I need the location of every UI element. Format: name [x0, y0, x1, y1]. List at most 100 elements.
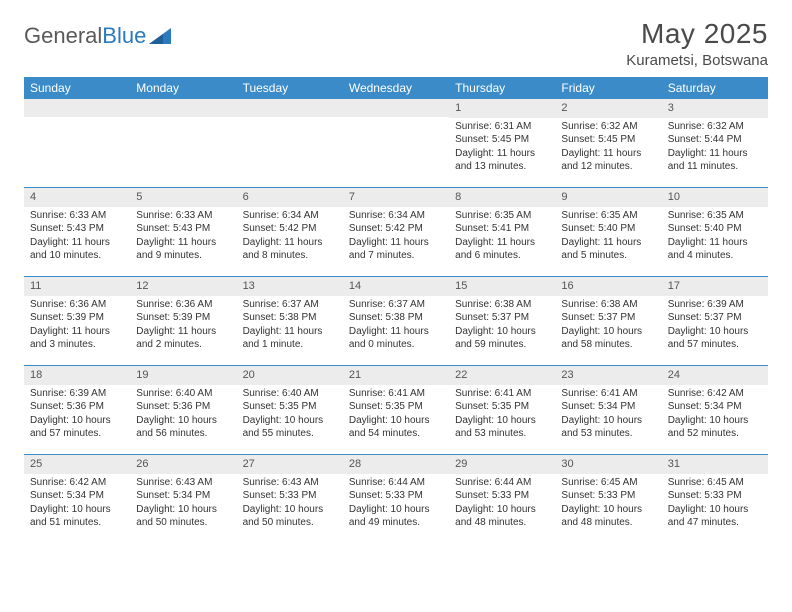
day-number-row — [24, 99, 130, 117]
day-content: Sunrise: 6:34 AMSunset: 5:42 PMDaylight:… — [237, 209, 343, 263]
day-number-row: 24 — [662, 366, 768, 385]
day-number-row: 27 — [237, 455, 343, 474]
calendar-day-cell: 16Sunrise: 6:38 AMSunset: 5:37 PMDayligh… — [555, 277, 661, 365]
day-number-row: 14 — [343, 277, 449, 296]
sunrise-line: Sunrise: 6:41 AM — [455, 387, 549, 401]
daylight-line: Daylight: 10 hours and 58 minutes. — [561, 325, 655, 352]
sunset-line: Sunset: 5:34 PM — [30, 489, 124, 503]
day-content: Sunrise: 6:31 AMSunset: 5:45 PMDaylight:… — [449, 120, 555, 174]
sunset-line: Sunset: 5:34 PM — [668, 400, 762, 414]
day-content — [24, 119, 130, 179]
title-block: May 2025 Kurametsi, Botswana — [626, 18, 768, 69]
calendar-day-cell — [130, 99, 236, 187]
sunrise-line: Sunrise: 6:40 AM — [243, 387, 337, 401]
calendar-day-cell: 6 Sunrise: 6:34 AMSunset: 5:42 PMDaylight… — [237, 188, 343, 276]
sunrise-line: Sunrise: 6:33 AM — [136, 209, 230, 223]
daylight-line: Daylight: 11 hours and 10 minutes. — [30, 236, 124, 263]
calendar-day-cell — [24, 99, 130, 187]
brand-logo: GeneralBlue — [24, 18, 171, 50]
daylight-line: Daylight: 11 hours and 11 minutes. — [668, 147, 762, 174]
day-content: Sunrise: 6:41 AMSunset: 5:35 PMDaylight:… — [449, 387, 555, 441]
daylight-line: Daylight: 10 hours and 54 minutes. — [349, 414, 443, 441]
calendar-day-cell: 7Sunrise: 6:34 AMSunset: 5:42 PMDaylight… — [343, 188, 449, 276]
calendar-day-cell — [237, 99, 343, 187]
sunset-line: Sunset: 5:40 PM — [561, 222, 655, 236]
sunset-line: Sunset: 5:45 PM — [561, 133, 655, 147]
daylight-line: Daylight: 11 hours and 3 minutes. — [30, 325, 124, 352]
calendar-grid: SundayMondayTuesdayWednesdayThursdayFrid… — [24, 77, 768, 543]
calendar-day-cell: 31Sunrise: 6:45 AMSunset: 5:33 PMDayligh… — [662, 455, 768, 543]
weekday-header-cell: Saturday — [662, 77, 768, 99]
calendar-day-cell: 24Sunrise: 6:42 AMSunset: 5:34 PMDayligh… — [662, 366, 768, 454]
sunset-line: Sunset: 5:35 PM — [243, 400, 337, 414]
weekday-header-cell: Thursday — [449, 77, 555, 99]
day-number-row: 18 — [24, 366, 130, 385]
daylight-line: Daylight: 11 hours and 5 minutes. — [561, 236, 655, 263]
month-title: May 2025 — [626, 18, 768, 50]
day-number-row: 25 — [24, 455, 130, 474]
sunset-line: Sunset: 5:38 PM — [349, 311, 443, 325]
day-number-row: 6 — [237, 188, 343, 207]
sunrise-line: Sunrise: 6:45 AM — [561, 476, 655, 490]
calendar-week-row: 11Sunrise: 6:36 AMSunset: 5:39 PMDayligh… — [24, 276, 768, 365]
day-number-row: 17 — [662, 277, 768, 296]
sunset-line: Sunset: 5:37 PM — [668, 311, 762, 325]
sunset-line: Sunset: 5:44 PM — [668, 133, 762, 147]
calendar-week-row: 18Sunrise: 6:39 AMSunset: 5:36 PMDayligh… — [24, 365, 768, 454]
daylight-line: Daylight: 10 hours and 53 minutes. — [455, 414, 549, 441]
calendar-week-row: 1Sunrise: 6:31 AMSunset: 5:45 PMDaylight… — [24, 99, 768, 187]
day-content: Sunrise: 6:33 AMSunset: 5:43 PMDaylight:… — [130, 209, 236, 263]
day-number-row: 1 — [449, 99, 555, 118]
sunrise-line: Sunrise: 6:31 AM — [455, 120, 549, 134]
day-content: Sunrise: 6:32 AMSunset: 5:45 PMDaylight:… — [555, 120, 661, 174]
day-number-row: 21 — [343, 366, 449, 385]
day-number-row: 20 — [237, 366, 343, 385]
day-number-row: 10 — [662, 188, 768, 207]
daylight-line: Daylight: 11 hours and 13 minutes. — [455, 147, 549, 174]
day-number-row: 9 — [555, 188, 661, 207]
daylight-line: Daylight: 10 hours and 59 minutes. — [455, 325, 549, 352]
sunrise-line: Sunrise: 6:35 AM — [455, 209, 549, 223]
daylight-line: Daylight: 11 hours and 8 minutes. — [243, 236, 337, 263]
day-number-row: 3 — [662, 99, 768, 118]
sunset-line: Sunset: 5:43 PM — [30, 222, 124, 236]
brand-part2: Blue — [102, 23, 146, 49]
day-content: Sunrise: 6:42 AMSunset: 5:34 PMDaylight:… — [24, 476, 130, 530]
calendar-day-cell: 2Sunrise: 6:32 AMSunset: 5:45 PMDaylight… — [555, 99, 661, 187]
calendar-day-cell: 25 Sunrise: 6:42 AMSunset: 5:34 PMDayligh… — [24, 455, 130, 543]
sunrise-line: Sunrise: 6:37 AM — [349, 298, 443, 312]
daylight-line: Daylight: 10 hours and 53 minutes. — [561, 414, 655, 441]
calendar-week-row: 25 Sunrise: 6:42 AMSunset: 5:34 PMDayligh… — [24, 454, 768, 543]
sunrise-line: Sunrise: 6:42 AM — [668, 387, 762, 401]
weekday-header-cell: Friday — [555, 77, 661, 99]
calendar-day-cell: 8Sunrise: 6:35 AMSunset: 5:41 PMDaylight… — [449, 188, 555, 276]
calendar-day-cell — [343, 99, 449, 187]
sunrise-line: Sunrise: 6:32 AM — [668, 120, 762, 134]
day-content: Sunrise: 6:40 AMSunset: 5:35 PMDaylight:… — [237, 387, 343, 441]
sunrise-line: Sunrise: 6:39 AM — [668, 298, 762, 312]
day-content: Sunrise: 6:36 AMSunset: 5:39 PMDaylight:… — [130, 298, 236, 352]
day-content: Sunrise: 6:43 AMSunset: 5:34 PMDaylight:… — [130, 476, 236, 530]
day-content: Sunrise: 6:44 AMSunset: 5:33 PMDaylight:… — [449, 476, 555, 530]
day-content: Sunrise: 6:35 AMSunset: 5:40 PMDaylight:… — [662, 209, 768, 263]
day-content — [130, 119, 236, 179]
calendar-day-cell: 5Sunrise: 6:33 AMSunset: 5:43 PMDaylight… — [130, 188, 236, 276]
daylight-line: Daylight: 10 hours and 50 minutes. — [243, 503, 337, 530]
daylight-line: Daylight: 11 hours and 4 minutes. — [668, 236, 762, 263]
daylight-line: Daylight: 10 hours and 56 minutes. — [136, 414, 230, 441]
sunset-line: Sunset: 5:40 PM — [668, 222, 762, 236]
sunrise-line: Sunrise: 6:41 AM — [561, 387, 655, 401]
daylight-line: Daylight: 10 hours and 48 minutes. — [561, 503, 655, 530]
calendar-day-cell: 22 Sunrise: 6:41 AMSunset: 5:35 PMDayligh… — [449, 366, 555, 454]
calendar-day-cell: 14Sunrise: 6:37 AMSunset: 5:38 PMDayligh… — [343, 277, 449, 365]
sunrise-line: Sunrise: 6:45 AM — [668, 476, 762, 490]
day-content: Sunrise: 6:35 AMSunset: 5:40 PMDaylight:… — [555, 209, 661, 263]
weekday-header-cell: Monday — [130, 77, 236, 99]
logo-triangle-icon — [149, 24, 171, 50]
daylight-line: Daylight: 11 hours and 7 minutes. — [349, 236, 443, 263]
day-number-row: 13 — [237, 277, 343, 296]
daylight-line: Daylight: 10 hours and 57 minutes. — [668, 325, 762, 352]
sunrise-line: Sunrise: 6:44 AM — [349, 476, 443, 490]
day-number-row: 22 — [449, 366, 555, 385]
calendar-day-cell: 12Sunrise: 6:36 AMSunset: 5:39 PMDayligh… — [130, 277, 236, 365]
